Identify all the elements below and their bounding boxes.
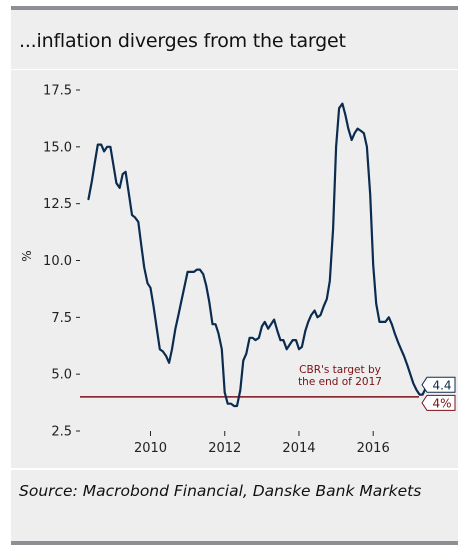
target-annotation: the end of 2017: [298, 376, 382, 388]
end-value-label: 4.4: [432, 378, 451, 392]
target-annotation: CBR's target by: [299, 364, 381, 376]
x-tick-label: 2012: [208, 441, 241, 456]
end-labels: 4.44%: [421, 376, 456, 411]
x-tick-label: 2016: [357, 441, 390, 456]
x-axis: 2010 2012 2014 2016: [134, 431, 390, 456]
chart-title: ...inflation diverges from the target: [19, 30, 346, 52]
x-tick-label: 2010: [134, 441, 167, 456]
chart-panel: [11, 10, 458, 545]
y-tick-label: 2.5: [51, 425, 72, 440]
inflation-line: [87, 102, 427, 408]
y-axis-label: %: [20, 250, 34, 261]
y-axis: 2.5 5.0 7.5 10.0 12.5 15.0 17.5: [43, 84, 80, 440]
y-tick-label: 17.5: [43, 84, 72, 99]
top-rule: [11, 6, 458, 10]
x-tick-label: 2014: [282, 441, 315, 456]
y-tick-label: 10.0: [43, 254, 72, 269]
bottom-rule: [11, 541, 458, 545]
end-value-label: 4%: [432, 396, 451, 410]
y-tick-label: 5.0: [51, 368, 72, 383]
title-divider: [11, 69, 458, 70]
y-tick-label: 7.5: [51, 311, 72, 326]
source-divider: [11, 468, 458, 470]
y-tick-label: 12.5: [43, 197, 72, 212]
y-tick-label: 15.0: [43, 140, 72, 155]
series-group: [87, 102, 427, 408]
end-value-tag: [421, 394, 456, 411]
line-chart: % 2.5 5.0 7.5 10.0 12.5 15.0 17.5 2010 2012 2014…: [20, 84, 456, 456]
end-value-tag: [421, 376, 456, 393]
source-note: Source: Macrobond Financial, Danske Bank…: [19, 482, 422, 500]
